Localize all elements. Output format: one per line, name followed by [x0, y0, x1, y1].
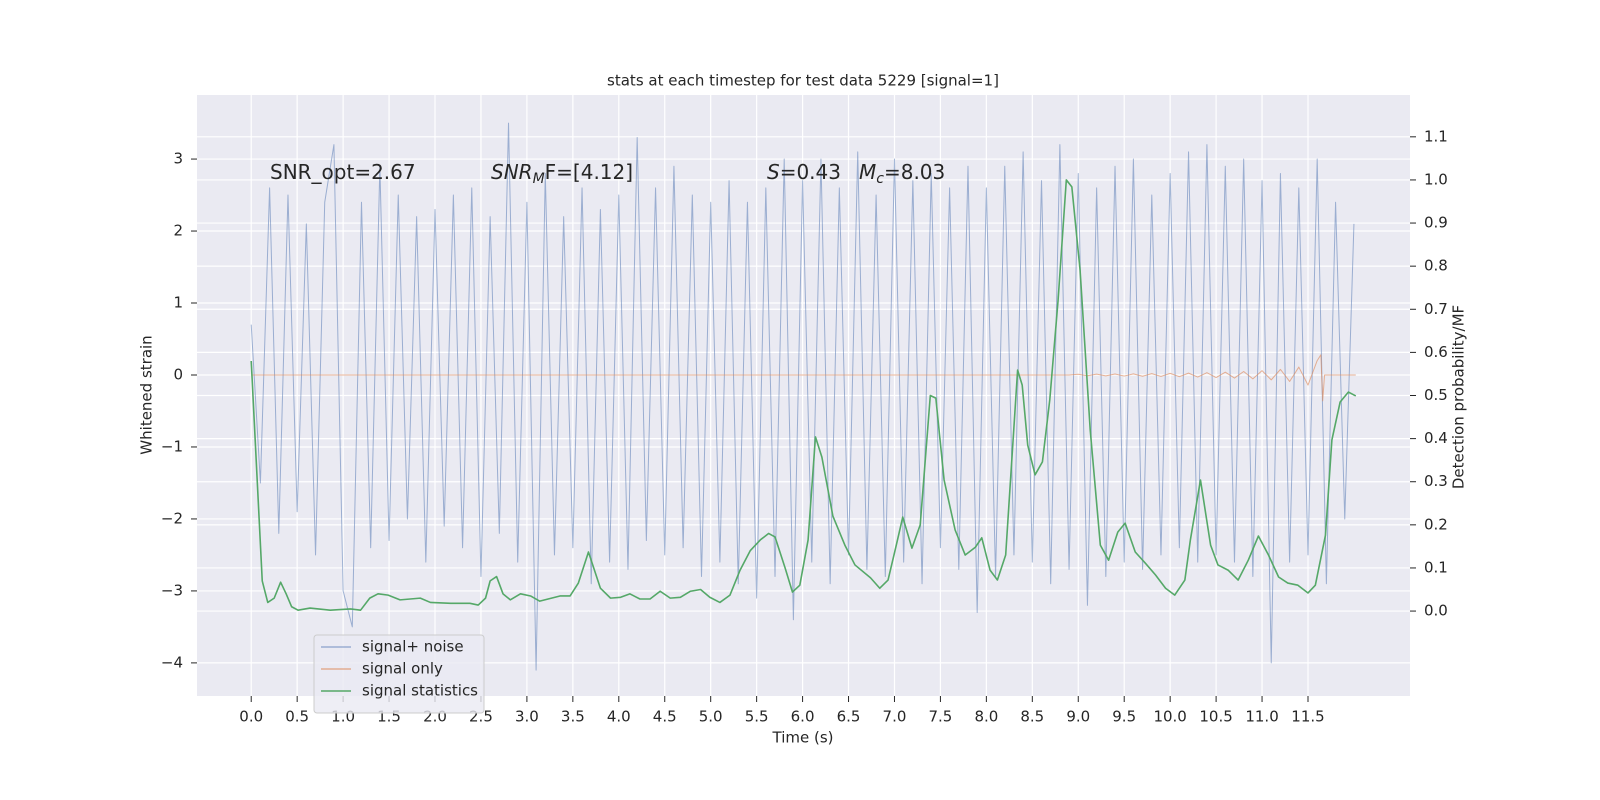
- y-tick-label: −3: [161, 581, 183, 599]
- x-axis-label: Time (s): [772, 729, 834, 747]
- x-tick-label: 3.5: [561, 708, 585, 726]
- x-tick-label: 0.5: [285, 708, 309, 726]
- series-line: [250, 122, 1355, 671]
- y2-tick-label: 0.9: [1424, 214, 1448, 232]
- x-tick-label: 11.0: [1245, 708, 1278, 726]
- x-tick-label: 9.0: [1066, 708, 1090, 726]
- x-tick-label: 0.0: [239, 708, 263, 726]
- y2-axis-label: Detection probability/MF: [1450, 305, 1468, 489]
- y-tick-label: 1: [173, 294, 183, 312]
- x-tick-label: 11.5: [1291, 708, 1324, 726]
- annotation-part: c: [876, 171, 884, 187]
- x-tick-label: 3.0: [515, 708, 539, 726]
- y2-tick-label: 0.2: [1424, 515, 1448, 533]
- annotation: S=0.43: [767, 160, 841, 184]
- y-tick-label: −2: [161, 509, 183, 527]
- x-tick-label: 8.0: [974, 708, 998, 726]
- legend-box: [313, 634, 485, 714]
- y2-tick-label: 0.7: [1424, 300, 1448, 318]
- plot-marks: [250, 122, 1357, 671]
- legend-label: signal only: [362, 660, 443, 678]
- y-tick-label: −1: [161, 437, 183, 455]
- x-tick-label: 10.0: [1153, 708, 1186, 726]
- y2-tick-label: 0.3: [1424, 472, 1448, 490]
- y-axis-label: Whitened strain: [138, 335, 156, 454]
- y2-tick-label: 1.0: [1424, 170, 1448, 188]
- annotation-part: =8.03: [884, 160, 945, 184]
- y-tick-label: 3: [173, 150, 183, 168]
- x-tick-label: 5.0: [699, 708, 723, 726]
- annotation-part: SNR_opt=2.67: [270, 160, 416, 184]
- y2-tick-label: 0.1: [1424, 558, 1448, 576]
- annotation-part: M: [533, 171, 545, 187]
- legend-label: signal statistics: [362, 682, 478, 700]
- x-tick-label: 10.5: [1199, 708, 1232, 726]
- y2-tick-label: 0.4: [1424, 429, 1448, 447]
- y2-tick-label: 1.1: [1424, 127, 1448, 145]
- x-tick-label: 7.5: [928, 708, 952, 726]
- annotation-part: SNR: [491, 160, 533, 184]
- x-tick-label: 5.5: [745, 708, 769, 726]
- x-tick-label: 8.5: [1020, 708, 1044, 726]
- x-tick-label: 9.5: [1112, 708, 1136, 726]
- y-tick-label: 2: [173, 222, 183, 240]
- overlay: 0.0 0.5 1.0 1.5 2.0 2.5 3.0 3.5 4.0 4.5 5.0 5.5 6.0 6…: [161, 127, 1448, 725]
- x-tick-label: 7.0: [883, 708, 907, 726]
- annotation: SNRMF=[4.12]: [491, 160, 633, 188]
- annotation-part: F=[4.12]: [545, 160, 633, 184]
- annotation-part: S: [767, 160, 780, 184]
- x-tick-label: 6.0: [791, 708, 815, 726]
- grid: [191, 95, 1416, 702]
- annotation-part: M: [859, 160, 876, 184]
- x-tick-label: 4.5: [653, 708, 677, 726]
- y2-tick-label: 0.8: [1424, 257, 1448, 275]
- y-tick-label: −4: [161, 653, 183, 671]
- y2-tick-label: 0.5: [1424, 386, 1448, 404]
- chart-title: stats at each timestep for test data 522…: [607, 72, 999, 90]
- x-tick-label: 4.0: [607, 708, 631, 726]
- y2-tick-label: 0.6: [1424, 343, 1448, 361]
- x-tick-label: 6.5: [837, 708, 861, 726]
- annotation-part: =0.43: [780, 160, 841, 184]
- annotation: Mc=8.03: [859, 160, 945, 188]
- series-line: [250, 179, 1357, 611]
- legend-label: signal+ noise: [362, 638, 464, 656]
- series-line: [251, 354, 1356, 402]
- y2-tick-label: 0.0: [1424, 602, 1448, 620]
- annotation: SNR_opt=2.67: [270, 160, 416, 184]
- y-tick-label: 0: [173, 365, 183, 383]
